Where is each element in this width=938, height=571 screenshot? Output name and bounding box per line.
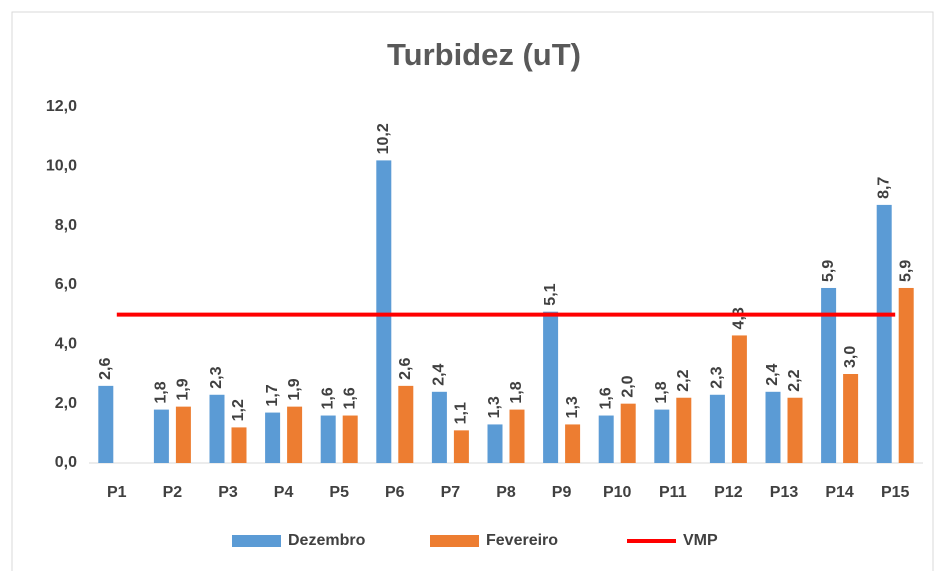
- legend-swatch: [430, 535, 479, 547]
- y-tick-label: 4,0: [55, 336, 77, 353]
- bar: [376, 160, 392, 463]
- bar: [398, 385, 414, 463]
- y-tick-label: 8,0: [55, 217, 77, 234]
- bar: [453, 430, 469, 463]
- data-label: 4,3: [731, 307, 748, 329]
- bar: [175, 406, 191, 463]
- bar: [821, 287, 837, 463]
- data-label: 2,4: [764, 363, 781, 385]
- bar: [876, 204, 892, 463]
- bar: [209, 394, 225, 463]
- bar: [843, 374, 859, 463]
- chart-title: Turbidez (uT): [387, 37, 581, 72]
- x-tick-label: P10: [603, 484, 632, 501]
- x-tick-label: P6: [385, 484, 405, 501]
- x-tick-label: P8: [496, 484, 516, 501]
- x-tick-label: P3: [218, 484, 238, 501]
- legend-label: Fevereiro: [486, 532, 558, 549]
- y-tick-label: 2,0: [55, 395, 77, 412]
- data-label: 1,6: [319, 387, 336, 409]
- x-tick-label: P14: [825, 484, 854, 501]
- bar: [709, 394, 725, 463]
- bar: [543, 311, 559, 463]
- bar: [765, 391, 781, 463]
- y-tick-label: 12,0: [46, 98, 77, 115]
- data-label: 2,2: [786, 369, 803, 391]
- bar: [98, 385, 114, 463]
- bar: [342, 415, 358, 463]
- data-label: 2,0: [619, 375, 636, 397]
- bar: [431, 391, 447, 463]
- bar: [231, 427, 247, 463]
- bar: [320, 415, 336, 463]
- data-label: 1,7: [264, 384, 281, 406]
- bar: [565, 424, 581, 463]
- data-label: 1,8: [153, 381, 170, 403]
- x-tick-label: P11: [659, 484, 687, 501]
- x-tick-label: P2: [163, 484, 183, 501]
- bar: [731, 335, 747, 463]
- bar: [287, 406, 303, 463]
- x-tick-label: P7: [441, 484, 461, 501]
- x-tick-label: P15: [881, 484, 910, 501]
- data-label: 2,3: [208, 366, 225, 388]
- y-tick-label: 10,0: [46, 158, 77, 175]
- bar: [509, 409, 525, 463]
- data-label: 1,3: [564, 396, 581, 418]
- data-label: 1,8: [508, 381, 525, 403]
- x-tick-label: P4: [274, 484, 294, 501]
- data-label: 5,1: [542, 283, 559, 305]
- bar: [487, 424, 503, 463]
- bar: [654, 409, 670, 463]
- legend-label: VMP: [683, 532, 718, 549]
- data-label: 3,0: [842, 346, 859, 368]
- x-tick-label: P5: [329, 484, 349, 501]
- data-label: 2,6: [397, 358, 414, 380]
- data-label: 1,6: [341, 387, 358, 409]
- bar: [265, 412, 281, 463]
- y-tick-label: 6,0: [55, 276, 77, 293]
- data-label: 1,9: [286, 378, 303, 400]
- data-label: 5,9: [820, 260, 837, 282]
- legend-swatch: [232, 535, 281, 547]
- chart-frame: [11, 11, 934, 571]
- data-label: 1,2: [230, 399, 247, 421]
- data-label: 1,8: [653, 381, 670, 403]
- y-tick-label: 0,0: [55, 454, 77, 471]
- data-label: 1,3: [486, 396, 503, 418]
- bar: [620, 403, 636, 463]
- data-label: 1,9: [175, 378, 192, 400]
- data-label: 5,9: [897, 260, 914, 282]
- data-label: 10,2: [375, 123, 392, 154]
- bar: [787, 397, 803, 463]
- data-label: 2,3: [709, 366, 726, 388]
- data-label: 1,1: [453, 402, 470, 424]
- data-label: 8,7: [875, 177, 892, 199]
- data-label: 2,2: [675, 369, 692, 391]
- x-tick-label: P13: [770, 484, 799, 501]
- data-label: 2,6: [97, 358, 114, 380]
- x-tick-label: P1: [107, 484, 127, 501]
- legend-label: Dezembro: [288, 532, 366, 549]
- data-label: 2,4: [431, 363, 448, 385]
- bar: [598, 415, 614, 463]
- x-tick-label: P9: [552, 484, 572, 501]
- bar: [898, 287, 914, 463]
- x-tick-label: P12: [714, 484, 743, 501]
- bar: [153, 409, 169, 463]
- data-label: 1,6: [597, 387, 614, 409]
- bar: [676, 397, 692, 463]
